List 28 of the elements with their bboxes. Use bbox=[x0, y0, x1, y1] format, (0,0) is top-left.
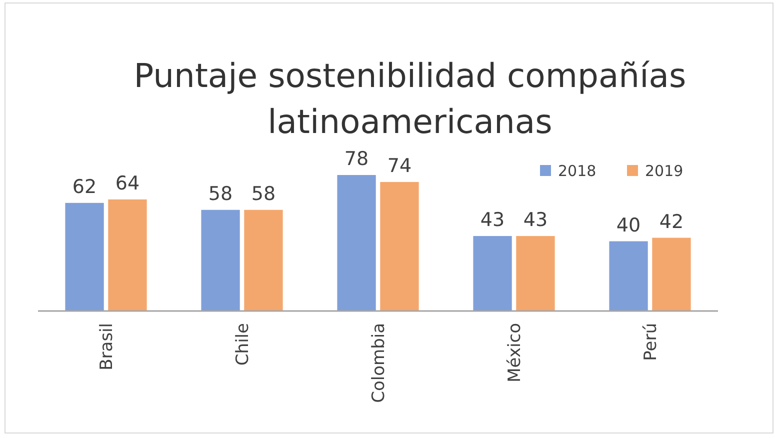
data-label: 62 bbox=[72, 176, 97, 198]
bar bbox=[473, 236, 512, 311]
bar bbox=[244, 210, 283, 311]
bar bbox=[108, 199, 147, 311]
data-label: 64 bbox=[115, 172, 140, 194]
x-tick-label: Chile bbox=[233, 323, 253, 366]
data-label: 78 bbox=[344, 148, 369, 170]
data-label: 58 bbox=[208, 182, 233, 205]
legend-label: 2019 bbox=[645, 162, 684, 180]
data-label: 40 bbox=[616, 214, 641, 236]
chart-title: Puntaje sostenibilidad compañías latinoamericanas bbox=[134, 56, 686, 141]
bar bbox=[516, 236, 555, 311]
bar bbox=[609, 241, 648, 311]
data-label: 42 bbox=[659, 210, 684, 233]
x-tick-label: México bbox=[505, 323, 525, 382]
legend-label: 2018 bbox=[558, 162, 596, 180]
x-tick-label: Colombia bbox=[369, 323, 389, 403]
data-label: 43 bbox=[480, 209, 505, 232]
x-tick-label: Brasil bbox=[97, 323, 117, 370]
bar bbox=[337, 175, 376, 311]
x-tick-label: Perú bbox=[641, 323, 661, 361]
data-label: 43 bbox=[523, 209, 548, 232]
bar bbox=[652, 238, 691, 311]
bar bbox=[65, 202, 104, 311]
data-label: 74 bbox=[387, 154, 412, 177]
bar bbox=[380, 182, 419, 311]
bar bbox=[201, 210, 240, 311]
data-label: 58 bbox=[251, 182, 276, 205]
